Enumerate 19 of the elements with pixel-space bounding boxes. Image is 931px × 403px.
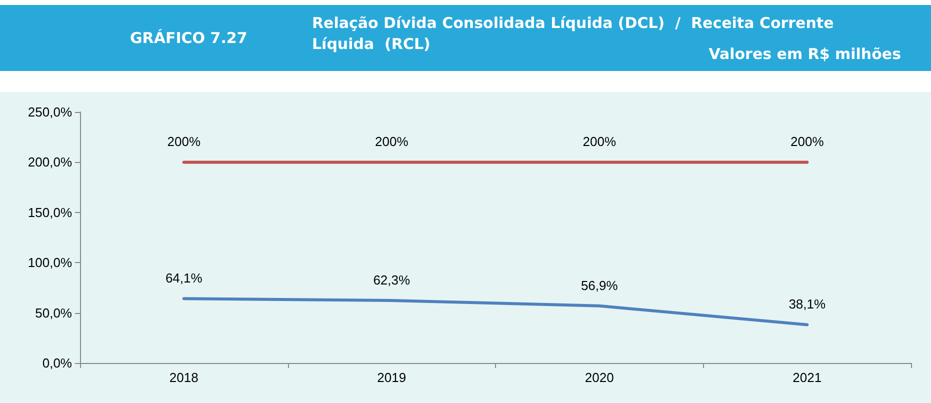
x-tick-label: 2021 (792, 370, 822, 385)
x-tick-label: 2020 (584, 370, 614, 385)
y-tick-label: 200,0% (28, 154, 72, 170)
y-tick-label: 50,0% (35, 305, 72, 320)
data-label: 56,9% (580, 278, 618, 293)
y-tick-label: 250,0% (28, 104, 72, 120)
x-tick-label: 2018 (169, 370, 198, 385)
x-tick-label: 2019 (377, 370, 406, 385)
data-label: 62,3% (373, 272, 410, 288)
y-tick-label: 150,0% (28, 204, 72, 220)
data-label: 200% (790, 134, 824, 150)
y-tick-label: 100,0% (28, 255, 72, 270)
data-label: 64,1% (165, 270, 203, 286)
data-label: 200% (167, 134, 201, 150)
chart-title: GRÁFICO 7.27 (130, 29, 248, 47)
y-tick-label: 0,0% (42, 356, 72, 370)
data-label: 38,1% (788, 296, 826, 312)
data-label: 200% (375, 134, 409, 150)
data-label: 200% (582, 134, 616, 150)
